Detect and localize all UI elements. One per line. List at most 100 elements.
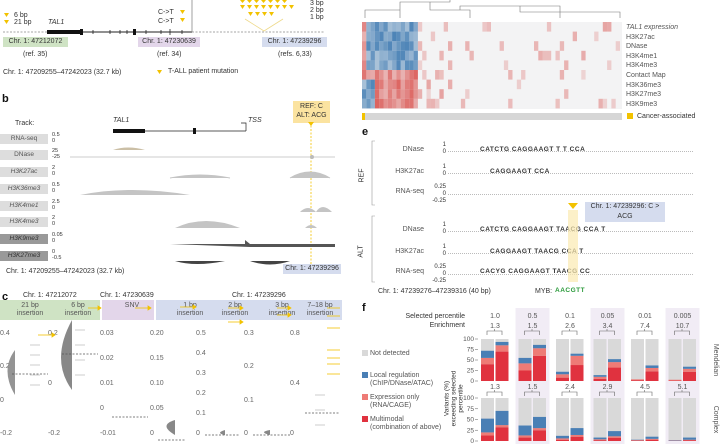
axis-tick: 0 bbox=[52, 205, 56, 211]
exon-ticks bbox=[92, 29, 183, 35]
heatmap-cell bbox=[546, 22, 552, 32]
heatmap-cell bbox=[366, 79, 371, 90]
heatmap-cell bbox=[430, 31, 436, 42]
axis-tick: 0 bbox=[48, 380, 52, 387]
axis-tick: 0.01 bbox=[100, 380, 114, 387]
region-label: Chr. 1: 47209255–47242023 (32.7 kb) bbox=[3, 69, 122, 76]
heatmap-row-label: TAL1 expression bbox=[626, 24, 679, 31]
bar-segment-multimodal bbox=[608, 437, 621, 441]
snv-label: C->T bbox=[158, 18, 174, 25]
heatmap-cell bbox=[383, 89, 388, 99]
group-label: insertion bbox=[221, 310, 249, 317]
heatmap-cell bbox=[374, 60, 380, 70]
axis-tick: 0.1 bbox=[244, 396, 254, 404]
bar-not-detected bbox=[645, 398, 659, 441]
tss-label: TSS bbox=[248, 117, 262, 124]
heatmap-cell bbox=[383, 41, 388, 51]
heatmap-cell bbox=[387, 60, 393, 70]
heatmap-cell bbox=[374, 79, 380, 90]
y-tick-label: 0 bbox=[470, 438, 474, 444]
heatmap-cell bbox=[602, 98, 608, 109]
bar-segment-expression-only bbox=[556, 438, 569, 440]
axis-tick: 0.20 bbox=[150, 330, 164, 337]
heatmap-cell bbox=[581, 50, 586, 61]
bar-segment-multimodal bbox=[556, 439, 569, 441]
heatmap-cell bbox=[400, 41, 405, 51]
bar-segment-expression-only bbox=[495, 345, 509, 352]
axis-tick: 0.5 bbox=[196, 330, 206, 337]
bar-segment-multimodal bbox=[533, 355, 546, 381]
axis-tick: -0.5 bbox=[52, 255, 62, 261]
heatmap-cell bbox=[387, 41, 393, 51]
group-label: insertion bbox=[268, 310, 296, 317]
legend-label: Multimodal bbox=[370, 416, 404, 423]
bar-not-detected bbox=[608, 398, 621, 441]
heatmap-row-label: Contact Map bbox=[626, 72, 666, 79]
heatmap-cell bbox=[374, 31, 380, 42]
enrichment-header: Enrichment bbox=[429, 322, 465, 329]
heatmap-cell bbox=[439, 50, 444, 61]
heatmap-cell bbox=[435, 70, 440, 80]
heatmap-cell bbox=[379, 60, 384, 70]
bar-segment-multimodal bbox=[518, 437, 532, 441]
axis-tick: 0.2 bbox=[244, 363, 254, 371]
reference: (ref. 35) bbox=[23, 51, 48, 58]
heatmap-cell bbox=[422, 50, 427, 61]
sequence-logo: CATCTG CAGGAAGT TAACG CCA T bbox=[480, 226, 606, 233]
axis-tick: 0 bbox=[442, 149, 446, 155]
track-label: H3K9me3 bbox=[0, 234, 48, 244]
heatmap-cell bbox=[409, 50, 414, 61]
bar-not-detected bbox=[556, 398, 569, 441]
heatmap-cell bbox=[409, 41, 414, 51]
axis-tick: -0.25 bbox=[432, 198, 446, 204]
heatmap-cell bbox=[379, 98, 384, 109]
bar-not-detected bbox=[593, 398, 607, 441]
gene-label: TAL1 bbox=[113, 117, 130, 124]
baseline bbox=[448, 194, 693, 195]
panel-label: b bbox=[2, 93, 9, 105]
heatmap-cell bbox=[366, 70, 371, 80]
heatmap-cell bbox=[400, 60, 405, 70]
axis-tick: 0.5 bbox=[52, 182, 60, 188]
patient-mutation-markers bbox=[38, 304, 340, 375]
heatmap-cell bbox=[426, 79, 431, 90]
axis-tick: -0.25 bbox=[432, 278, 446, 284]
tss-arrow bbox=[241, 122, 247, 131]
heatmap-cell bbox=[460, 98, 466, 109]
locus-box-2: Chr. 1: 47230639 bbox=[138, 37, 200, 47]
heatmap-cell bbox=[448, 79, 453, 90]
comparison-bracket bbox=[636, 390, 653, 396]
heatmap-cell bbox=[400, 50, 405, 61]
heatmap-cell bbox=[572, 31, 577, 42]
heatmap-cell bbox=[387, 31, 393, 42]
heatmap-cell bbox=[366, 60, 371, 70]
locus-box-1: Chr. 1: 47212072 bbox=[3, 37, 68, 47]
axis-tick: 0.8 bbox=[290, 330, 300, 337]
heatmap-cell bbox=[396, 22, 401, 32]
axis-tick: 0 bbox=[442, 229, 446, 235]
heatmap-cell bbox=[362, 79, 367, 90]
comparison-bracket bbox=[636, 329, 653, 335]
heatmap-cell bbox=[387, 70, 393, 80]
heatmap-cell bbox=[374, 98, 380, 109]
track-label: H3K27ac bbox=[395, 168, 424, 175]
bar-segment-local-regulation bbox=[593, 375, 607, 377]
heatmap-cell bbox=[409, 60, 414, 70]
heatmap-cell bbox=[469, 50, 474, 61]
heatmap-cell bbox=[400, 70, 405, 80]
motif-logo: AACGTT bbox=[555, 287, 586, 294]
axis-tick: 0.2 bbox=[196, 390, 206, 397]
mutation-size-label: 3 bp bbox=[310, 0, 324, 7]
snv-label: C->T bbox=[158, 9, 174, 16]
axis-tick: 0.05 bbox=[52, 232, 63, 238]
region-label: Chr. 1: 47239276–47239316 (40 bp) bbox=[378, 288, 491, 295]
heatmap-cell bbox=[379, 89, 384, 99]
mutation-size-label: 1 bp bbox=[310, 14, 324, 21]
bar-not-detected bbox=[631, 398, 644, 441]
heatmap-cell bbox=[396, 50, 401, 61]
y-tick-label: 50 bbox=[467, 417, 475, 424]
heatmap-cell bbox=[383, 98, 388, 109]
heatmap-cell bbox=[615, 41, 620, 51]
bar-segment-expression-only bbox=[683, 368, 696, 372]
